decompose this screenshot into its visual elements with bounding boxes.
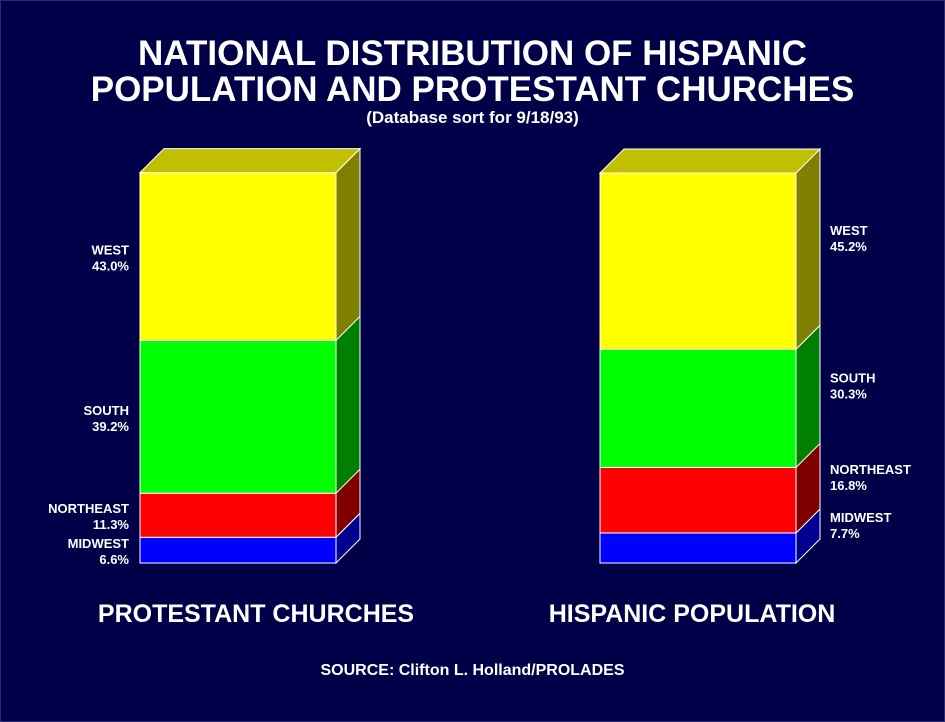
bar-side-west-protestant-churches — [335, 147, 361, 342]
bar-segment-west-hispanic-population — [599, 172, 797, 350]
chart-title-line-1: NATIONAL DISTRIBUTION OF HISPANIC — [138, 34, 807, 73]
segment-value-label-midwest-protestant-churches: 6.6% — [99, 552, 129, 567]
category-label-protestant-churches: PROTESTANT CHURCHES — [97, 600, 415, 628]
category-label-hispanic-population: HISPANIC POPULATION — [548, 600, 836, 628]
bar-side-south-protestant-churches — [335, 315, 361, 495]
segment-name-label-northeast-protestant-churches: NORTHEAST — [48, 501, 129, 516]
segment-value-label-south-protestant-churches: 39.2% — [92, 419, 129, 434]
bar-segment-midwest-hispanic-population — [599, 532, 797, 564]
chart-subtitle: (Database sort for 9/18/93) — [366, 108, 579, 127]
segment-name-label-west-protestant-churches: WEST — [91, 242, 129, 257]
segment-value-label-west-protestant-churches: 43.0% — [92, 258, 129, 273]
bar-segment-midwest-protestant-churches — [139, 536, 337, 564]
segment-name-label-northeast-hispanic-population: NORTHEAST — [830, 462, 911, 477]
bar-segment-west-protestant-churches — [139, 172, 337, 341]
bar-segment-northeast-hispanic-population — [599, 466, 797, 534]
segment-name-label-midwest-protestant-churches: MIDWEST — [68, 536, 129, 551]
bar-top-protestant-churches — [138, 148, 362, 174]
chart-title-line-2: POPULATION AND PROTESTANT CHURCHES — [90, 70, 855, 109]
bar-side-west-hispanic-population — [795, 147, 821, 351]
segment-value-label-northeast-hispanic-population: 16.8% — [830, 478, 867, 493]
bar-top-hispanic-population — [598, 148, 822, 174]
segment-name-label-west-hispanic-population: WEST — [830, 223, 868, 238]
segment-name-label-south-hispanic-population: SOUTH — [830, 370, 876, 385]
segment-value-label-midwest-hispanic-population: 7.7% — [830, 526, 860, 541]
segment-value-label-west-hispanic-population: 45.2% — [830, 239, 867, 254]
bar-segment-south-protestant-churches — [139, 339, 337, 494]
segment-name-label-south-protestant-churches: SOUTH — [84, 403, 130, 418]
bar-side-south-hispanic-population — [795, 324, 821, 469]
segment-value-label-south-hispanic-population: 30.3% — [830, 386, 867, 401]
segment-name-label-midwest-hispanic-population: MIDWEST — [830, 510, 891, 525]
source-note: SOURCE: Clifton L. Holland/PROLADES — [320, 662, 625, 679]
bar-segment-northeast-protestant-churches — [139, 492, 337, 538]
segment-value-label-northeast-protestant-churches: 11.3% — [93, 517, 130, 532]
bar-segment-south-hispanic-population — [599, 348, 797, 468]
